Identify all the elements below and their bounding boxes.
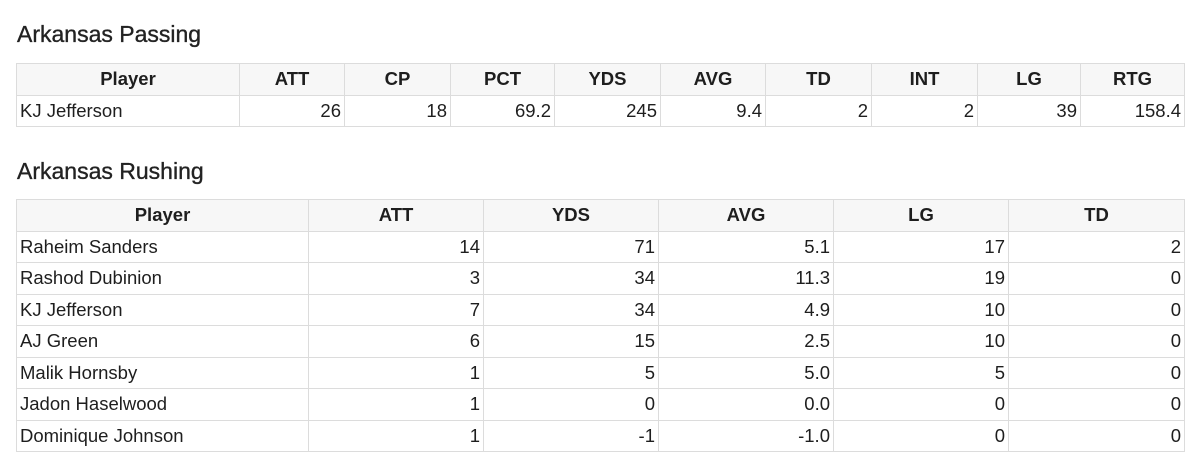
att-cell: 1 [308,388,484,421]
lg-cell: 19 [833,262,1009,295]
yds-cell: 5 [483,356,659,389]
column-header-td: TD [1008,199,1185,232]
column-header-avg: AVG [658,199,834,232]
lg-cell: 10 [833,293,1009,326]
column-header-player: Player [16,63,240,96]
td-cell: 0 [1008,356,1185,389]
yds-cell: 71 [483,230,659,263]
att-cell: 14 [308,230,484,263]
table-row: Dominique Johnson 1 -1 -1.0 0 0 [16,419,1185,452]
table-row: AJ Green 6 15 2.5 10 0 [16,325,1185,358]
td-cell: 0 [1008,262,1185,295]
passing-section-title: Arkansas Passing [17,21,202,47]
td-cell: 0 [1008,293,1185,326]
player-name-cell: Dominique Johnson [16,419,309,452]
lg-cell: 10 [833,325,1009,358]
yds-cell: 245 [554,94,661,127]
yds-cell: -1 [483,419,659,452]
rushing-section-title: Arkansas Rushing [17,158,204,184]
column-header-yds: YDS [483,199,659,232]
passing-header-row: Player ATT CP PCT YDS AVG TD INT LG RTG [16,63,1185,96]
column-header-att: ATT [239,63,345,96]
avg-cell: 0.0 [658,388,834,421]
column-header-td: TD [765,63,872,96]
column-header-lg: LG [977,63,1081,96]
avg-cell: 4.9 [658,293,834,326]
int-cell: 2 [871,94,978,127]
att-cell: 7 [308,293,484,326]
table-row: Malik Hornsby 1 5 5.0 5 0 [16,356,1185,389]
column-header-avg: AVG [660,63,766,96]
rtg-cell: 158.4 [1080,94,1185,127]
yds-cell: 0 [483,388,659,421]
column-header-int: INT [871,63,978,96]
table-row: Rashod Dubinion 3 34 11.3 19 0 [16,262,1185,295]
att-cell: 26 [239,94,345,127]
column-header-player: Player [16,199,309,232]
column-header-yds: YDS [554,63,661,96]
td-cell: 0 [1008,419,1185,452]
yds-cell: 34 [483,262,659,295]
yds-cell: 34 [483,293,659,326]
table-row: Raheim Sanders 14 71 5.1 17 2 [16,230,1185,263]
column-header-lg: LG [833,199,1009,232]
column-header-att: ATT [308,199,484,232]
column-header-cp: CP [344,63,451,96]
avg-cell: -1.0 [658,419,834,452]
rushing-stats-table: Player ATT YDS AVG LG TD Raheim Sanders … [16,199,1185,452]
avg-cell: 5.1 [658,230,834,263]
avg-cell: 2.5 [658,325,834,358]
lg-cell: 39 [977,94,1081,127]
avg-cell: 5.0 [658,356,834,389]
player-name-cell: KJ Jefferson [16,94,240,127]
td-cell: 0 [1008,388,1185,421]
player-name-cell: AJ Green [16,325,309,358]
player-name-cell: KJ Jefferson [16,293,309,326]
passing-stats-table: Player ATT CP PCT YDS AVG TD INT LG RTG … [16,63,1185,127]
player-name-cell: Raheim Sanders [16,230,309,263]
pct-cell: 69.2 [450,94,555,127]
player-name-cell: Jadon Haselwood [16,388,309,421]
column-header-pct: PCT [450,63,555,96]
table-row: Jadon Haselwood 1 0 0.0 0 0 [16,388,1185,421]
player-name-cell: Malik Hornsby [16,356,309,389]
yds-cell: 15 [483,325,659,358]
att-cell: 6 [308,325,484,358]
att-cell: 1 [308,356,484,389]
td-cell: 0 [1008,325,1185,358]
table-row: KJ Jefferson 26 18 69.2 245 9.4 2 2 39 1… [16,94,1185,127]
lg-cell: 5 [833,356,1009,389]
rushing-header-row: Player ATT YDS AVG LG TD [16,199,1185,232]
td-cell: 2 [765,94,872,127]
column-header-rtg: RTG [1080,63,1185,96]
player-name-cell: Rashod Dubinion [16,262,309,295]
table-row: KJ Jefferson 7 34 4.9 10 0 [16,293,1185,326]
avg-cell: 11.3 [658,262,834,295]
att-cell: 3 [308,262,484,295]
lg-cell: 0 [833,388,1009,421]
td-cell: 2 [1008,230,1185,263]
lg-cell: 17 [833,230,1009,263]
att-cell: 1 [308,419,484,452]
cp-cell: 18 [344,94,451,127]
avg-cell: 9.4 [660,94,766,127]
lg-cell: 0 [833,419,1009,452]
